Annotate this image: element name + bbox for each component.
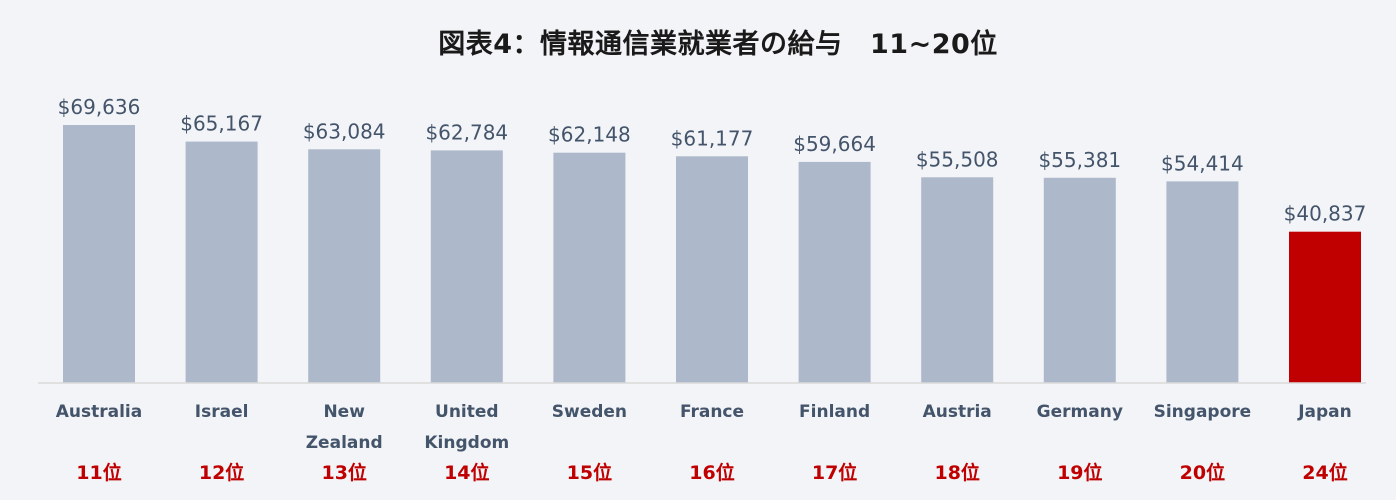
category-label-8-line-0: Germany xyxy=(1037,402,1123,422)
category-label-0-line-0: Australia xyxy=(56,402,143,422)
category-label-1-line-0: Israel xyxy=(195,402,249,422)
category-labels-layer: Australia Israel New Zealand United Kingdom Sw… xyxy=(56,402,1352,453)
rank-label-7: 18位 xyxy=(934,461,979,484)
bar-5 xyxy=(676,156,748,383)
rank-label-0: 11位 xyxy=(76,461,121,484)
value-label-0: $69,636 xyxy=(58,95,141,119)
bar-4 xyxy=(553,152,626,383)
rank-label-8: 19位 xyxy=(1057,461,1102,484)
bar-6 xyxy=(798,161,871,383)
rank-label-9: 20位 xyxy=(1180,461,1225,484)
value-label-5: $61,177 xyxy=(671,126,754,150)
category-label-10-line-0: Japan xyxy=(1297,402,1352,422)
rank-label-3: 14位 xyxy=(444,461,489,484)
rank-label-1: 12位 xyxy=(199,461,244,484)
bar-2 xyxy=(308,149,381,383)
bar-10 xyxy=(1289,231,1361,383)
category-label-7-line-0: Austria xyxy=(923,402,992,422)
value-label-9: $54,414 xyxy=(1161,151,1244,175)
value-label-4: $62,148 xyxy=(548,123,631,147)
value-label-2: $63,084 xyxy=(303,119,386,143)
bar-3 xyxy=(430,150,503,383)
rank-label-4: 15位 xyxy=(567,461,612,484)
value-label-1: $65,167 xyxy=(180,112,263,136)
category-label-4-line-0: Sweden xyxy=(552,402,627,422)
rank-label-2: 13位 xyxy=(321,461,366,484)
bar-7 xyxy=(921,177,994,383)
chart-title: 図表4：情報通信業就業者の給与 11~20位 xyxy=(438,29,998,60)
rank-labels-layer: 11位 12位 13位 14位 15位 16位 17位 18位 19位 20位 24位 xyxy=(76,461,1347,484)
category-label-2-line-0: New xyxy=(323,402,365,422)
rank-label-5: 16位 xyxy=(689,461,734,484)
bar-8 xyxy=(1043,177,1116,383)
value-label-10: $40,837 xyxy=(1284,202,1367,226)
category-label-3-line-1: Kingdom xyxy=(424,433,509,453)
value-label-3: $62,784 xyxy=(425,120,508,144)
rank-label-10: 24位 xyxy=(1302,461,1347,484)
category-label-3-line-0: United xyxy=(435,402,499,422)
bar-9 xyxy=(1166,181,1239,383)
value-label-7: $55,508 xyxy=(916,147,999,171)
category-label-6-line-0: Finland xyxy=(799,402,870,422)
category-label-5-line-0: France xyxy=(680,402,744,422)
rank-label-6: 17位 xyxy=(812,461,857,484)
bar-1 xyxy=(185,141,258,383)
value-labels-layer: $69,636 $65,167 $63,084 $62,784 $62,148 $61,1… xyxy=(58,95,1367,226)
bar-0 xyxy=(63,125,135,383)
category-label-2-line-1: Zealand xyxy=(306,433,383,453)
category-label-9-line-0: Singapore xyxy=(1154,402,1252,422)
value-label-8: $55,381 xyxy=(1038,148,1121,172)
value-label-6: $59,664 xyxy=(793,132,876,156)
bars-layer xyxy=(63,125,1361,383)
